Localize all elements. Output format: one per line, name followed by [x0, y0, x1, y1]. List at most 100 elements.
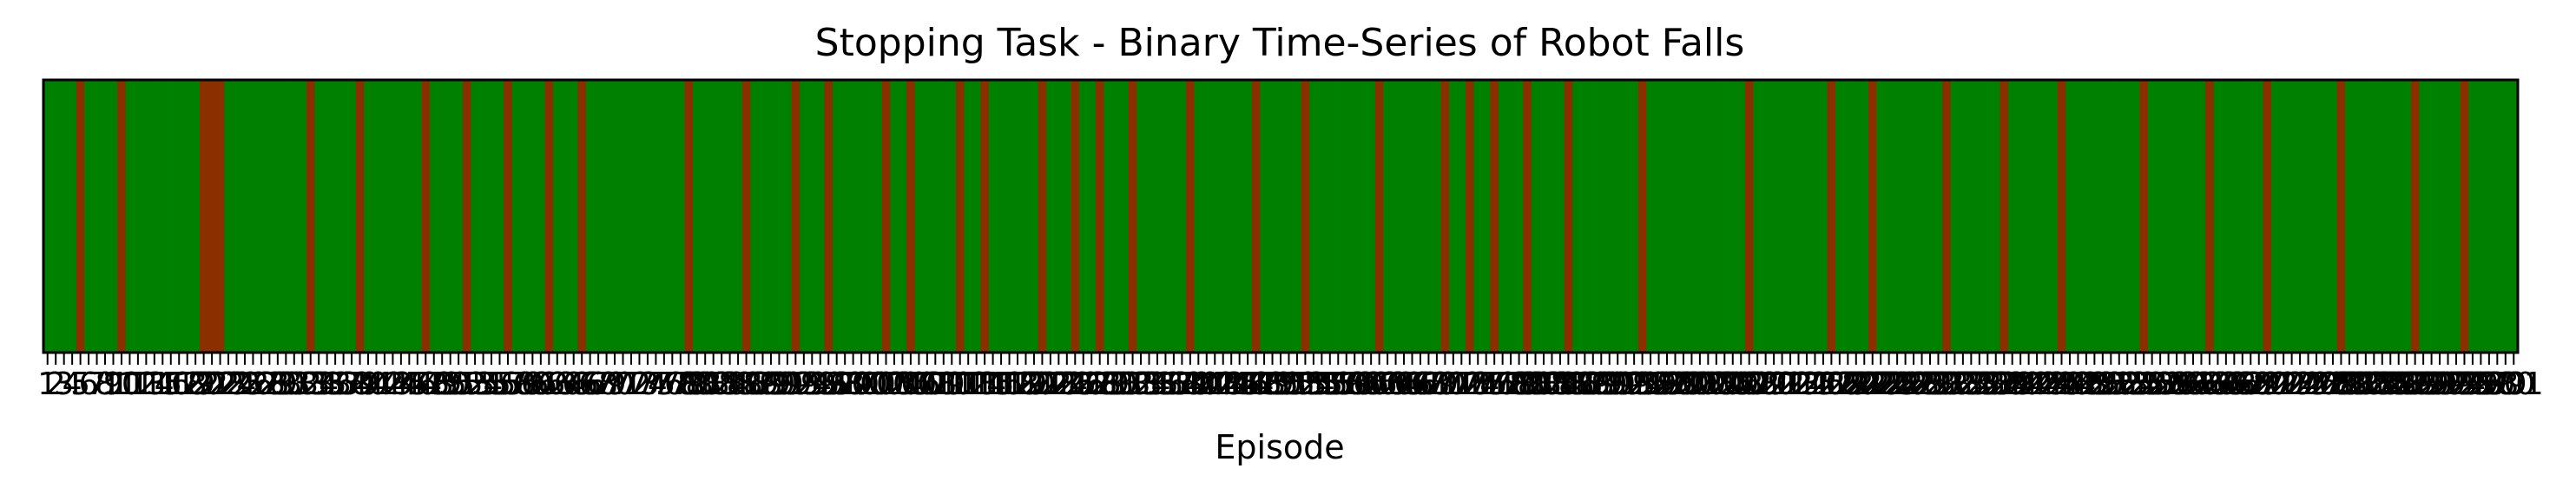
fall-cell	[208, 80, 217, 353]
no-fall-cell	[1901, 80, 1910, 353]
no-fall-cell	[1736, 80, 1746, 353]
no-fall-cell	[1416, 80, 1426, 353]
no-fall-cell	[347, 80, 357, 353]
no-fall-cell	[2378, 80, 2387, 353]
x-tick-label: 256	[2114, 366, 2174, 402]
no-fall-cell	[372, 80, 381, 353]
x-tick-label: 227	[1875, 366, 1935, 402]
no-fall-cell	[561, 80, 570, 353]
x-tick-label: 238	[1966, 366, 2026, 402]
no-fall-cell	[1843, 80, 1853, 353]
x-tick-label: 100	[832, 366, 892, 402]
no-fall-cell	[1268, 80, 1277, 353]
x-tick-label: 289	[2385, 366, 2445, 402]
x-tick-label: 134	[1111, 366, 1171, 402]
x-tick-label: 117	[972, 366, 1031, 402]
x-tick-label: 92	[775, 366, 815, 402]
no-fall-cell	[914, 80, 924, 353]
x-tick-label: 123	[1021, 366, 1081, 402]
no-fall-cell	[380, 80, 390, 353]
no-fall-cell	[487, 80, 497, 353]
x-tick-label: 194	[1604, 366, 1664, 402]
no-fall-cell	[693, 80, 702, 353]
x-tick-label: 254	[2098, 366, 2158, 402]
x-tick-label: 95	[800, 366, 840, 402]
x-tick-label: 75	[636, 366, 675, 402]
x-tick-label: 158	[1308, 366, 1368, 402]
x-tick-label: 244	[2015, 366, 2075, 402]
no-fall-cell	[537, 80, 545, 353]
x-tick-label: 128	[1062, 366, 1122, 402]
x-tick-label: 58	[497, 366, 537, 402]
x-tick-label: 283	[2336, 366, 2395, 402]
x-tick-label: 195	[1612, 366, 1672, 402]
x-tick-label: 39	[340, 366, 380, 402]
x-tick-label: 132	[1095, 366, 1155, 402]
no-fall-cell	[224, 80, 234, 353]
x-tick-label: 150	[1242, 366, 1302, 402]
x-tick-label: 190	[1571, 366, 1631, 402]
no-fall-cell	[2320, 80, 2329, 353]
fall-cell	[684, 80, 694, 353]
x-tick-label: 119	[988, 366, 1048, 402]
no-fall-cell	[610, 80, 620, 353]
no-fall-cell	[643, 80, 653, 353]
no-fall-cell	[651, 80, 661, 353]
x-tick-label: 164	[1358, 366, 1418, 402]
no-fall-cell	[1909, 80, 1919, 353]
x-tick-label: 293	[2418, 366, 2478, 402]
x-tick-label: 172	[1423, 366, 1483, 402]
no-fall-cell	[1934, 80, 1943, 353]
no-fall-cell	[1769, 80, 1779, 353]
x-tick-label: 118	[979, 366, 1039, 402]
x-tick-label: 54	[464, 366, 504, 402]
x-tick-label: 207	[1711, 366, 1771, 402]
no-fall-cell	[1383, 80, 1393, 353]
x-tick-label: 137	[1136, 366, 1196, 402]
x-tick-label: 290	[2394, 366, 2454, 402]
fall-cell	[1942, 80, 1952, 353]
x-tick-label: 282	[2328, 366, 2388, 402]
no-fall-cell	[1350, 80, 1360, 353]
x-tick-label: 291	[2401, 366, 2461, 402]
fall-cell	[1128, 80, 1137, 353]
no-fall-cell	[676, 80, 685, 353]
x-tick-label: 248	[2048, 366, 2108, 402]
x-tick-label: 52	[447, 366, 487, 402]
no-fall-cell	[2485, 80, 2494, 353]
x-tick-label: 186	[1538, 366, 1598, 402]
x-tick-label: 96	[808, 366, 848, 402]
no-fall-cell	[240, 80, 250, 353]
no-fall-cell	[1326, 80, 1334, 353]
x-tick-label: 139	[1152, 366, 1212, 402]
x-tick-label: 209	[1728, 366, 1788, 402]
fall-cell	[117, 80, 127, 353]
no-fall-cell	[1621, 80, 1631, 353]
x-tick-label: 217	[1794, 366, 1854, 402]
no-fall-cell	[1054, 80, 1064, 353]
no-fall-cell	[84, 80, 94, 353]
no-fall-cell	[2172, 80, 2182, 353]
x-tick-label: 174	[1440, 366, 1499, 402]
no-fall-cell	[1810, 80, 1820, 353]
x-tick-label: 230	[1901, 366, 1960, 402]
no-fall-cell	[774, 80, 784, 353]
x-tick-label: 275	[2270, 366, 2330, 402]
no-fall-cell	[43, 80, 52, 353]
no-fall-cell	[134, 80, 143, 353]
x-tick-label: 144	[1193, 366, 1253, 402]
no-fall-cell	[1917, 80, 1927, 353]
no-fall-cell	[1703, 80, 1713, 353]
no-fall-cell	[1342, 80, 1351, 353]
x-tick-label: 35	[307, 366, 347, 402]
x-tick-label: 28	[249, 366, 289, 402]
no-fall-cell	[142, 80, 151, 353]
x-tick-label: 199	[1645, 366, 1705, 402]
no-fall-cell	[331, 80, 340, 353]
x-tick-label: 268	[2212, 366, 2272, 402]
no-fall-cell	[1260, 80, 1269, 353]
no-fall-cell	[1876, 80, 1886, 353]
no-fall-cell	[1835, 80, 1844, 353]
x-tick-label: 261	[2155, 366, 2215, 402]
no-fall-cell	[1679, 80, 1689, 353]
